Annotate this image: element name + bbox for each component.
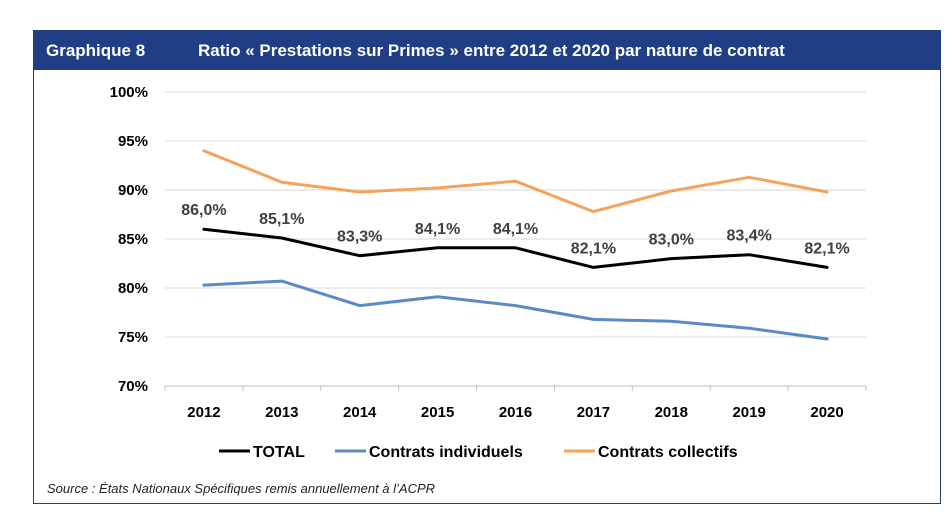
data-label: 83,0% <box>649 232 694 249</box>
x-tick-label: 2016 <box>499 404 532 421</box>
data-label: 82,1% <box>804 240 849 257</box>
figure-number: Graphique 8 <box>46 40 146 60</box>
series-line-contrats-collectifs <box>202 149 829 214</box>
x-tick-label: 2019 <box>732 404 765 421</box>
data-label: 82,1% <box>571 240 616 257</box>
y-tick-label: 100% <box>110 84 148 101</box>
x-tick-label: 2020 <box>810 404 843 421</box>
line-chart: 70% 75% 80% 85% 90% 95% 100% 2012 2013 2014 2015 20… <box>110 84 867 461</box>
x-tick-label: 2013 <box>265 404 298 421</box>
x-tick-label: 2017 <box>577 404 610 421</box>
source-note: Source : États Nationaux Spécifiques rem… <box>47 481 436 496</box>
series-line-total <box>202 227 829 269</box>
chart-header: Graphique 8 Ratio « Prestations sur Prim… <box>34 31 940 70</box>
y-tick-label: 80% <box>118 280 148 297</box>
x-tick-label: 2015 <box>421 404 454 421</box>
data-label: 83,4% <box>726 228 771 245</box>
legend-label: Contrats individuels <box>369 444 523 461</box>
legend-label: Contrats collectifs <box>598 444 738 461</box>
x-tick-label: 2014 <box>343 404 377 421</box>
chart-frame: Graphique 8 Ratio « Prestations sur Prim… <box>33 30 941 504</box>
data-label: 84,1% <box>493 221 538 238</box>
chart-title: Ratio « Prestations sur Primes » entre 2… <box>198 40 785 60</box>
x-tick-label: 2018 <box>655 404 688 421</box>
data-label: 85,1% <box>259 211 304 228</box>
y-tick-label: 90% <box>118 182 148 199</box>
y-tick-label: 85% <box>118 231 148 248</box>
y-tick-label: 70% <box>118 378 148 395</box>
series-line-contrats-individuels <box>202 279 829 341</box>
legend-label: TOTAL <box>253 444 305 461</box>
data-label: 83,3% <box>337 229 382 246</box>
y-tick-label: 95% <box>118 133 148 150</box>
data-label: 84,1% <box>415 221 460 238</box>
y-tick-label: 75% <box>118 329 148 346</box>
data-label: 86,0% <box>181 202 226 219</box>
x-tick-label: 2012 <box>187 404 220 421</box>
